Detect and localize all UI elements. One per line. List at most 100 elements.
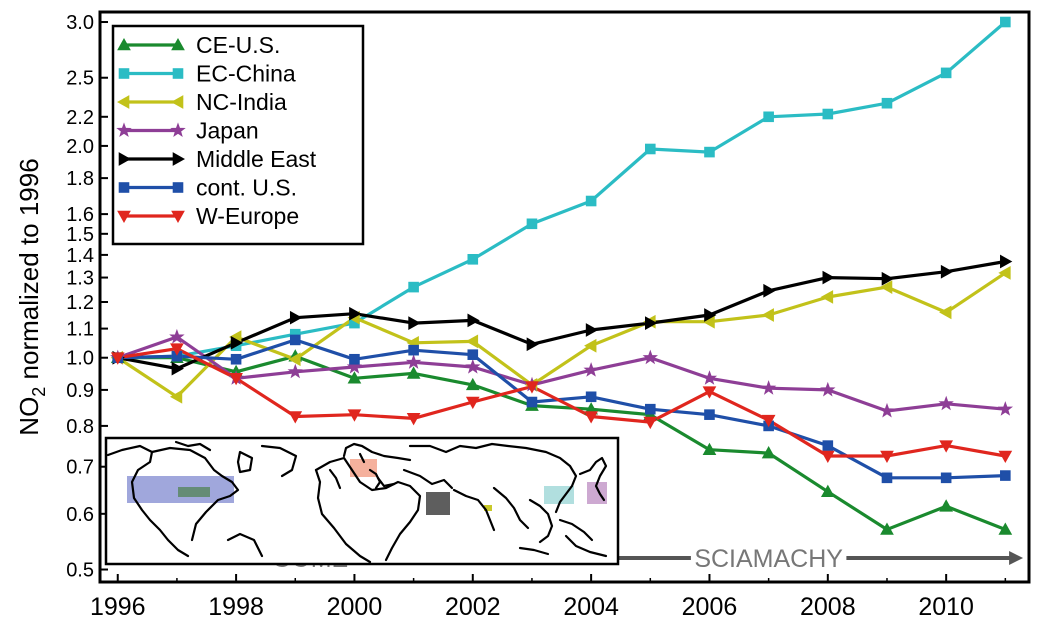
y-label-subscript: 2 (29, 387, 49, 397)
legend-label-ec-china: EC-China (196, 61, 296, 87)
series-markers (110, 16, 1014, 535)
legend-marker-ce-u-s (117, 37, 131, 51)
y-tick-label: 3.0 (66, 12, 94, 34)
point-nc-india (169, 389, 183, 404)
point-cont-u-s (704, 409, 715, 420)
point-middle-east (408, 316, 421, 330)
point-w-europe (347, 409, 362, 422)
x-tick-label: 2006 (682, 593, 738, 621)
point-japan (642, 349, 658, 365)
series-line-w-europe (117, 347, 1006, 458)
map-region-ec-china (544, 486, 574, 504)
point-japan (701, 370, 718, 385)
point-nc-india (761, 308, 774, 322)
point-cont-u-s (881, 472, 893, 484)
y-tick-label: 1.4 (66, 245, 94, 267)
point-nc-india (820, 290, 834, 304)
coastlines (106, 440, 608, 564)
point-nc-india (998, 266, 1011, 280)
point-japan (346, 358, 363, 374)
series-line-ce-u-s (117, 354, 1006, 532)
point-w-europe (170, 343, 184, 356)
point-nc-india (939, 305, 952, 320)
point-middle-east (1000, 254, 1013, 269)
point-cont-u-s (289, 334, 301, 346)
point-ec-china (940, 67, 952, 79)
point-cont-u-s (230, 353, 242, 365)
point-middle-east (230, 335, 244, 350)
y-tick-label: 0.5 (66, 560, 94, 582)
point-ec-china (408, 281, 419, 293)
y-tick-label: 1.0 (66, 348, 94, 370)
point-cont-u-s (940, 472, 952, 484)
x-tick-label: 2004 (563, 593, 619, 621)
point-middle-east (881, 271, 895, 286)
map-region-nc-india (484, 505, 492, 511)
legend-label-nc-india: NC-India (196, 89, 287, 115)
plot-frame (98, 10, 1031, 584)
point-nc-india (584, 338, 597, 353)
point-middle-east (171, 361, 184, 376)
point-middle-east (822, 270, 835, 285)
sciamachy-label: SCIAMACHY (694, 545, 843, 573)
x-tick-label: 2002 (445, 593, 501, 621)
point-middle-east (940, 264, 954, 279)
series-line-cont-u-s (117, 338, 1006, 480)
map-region-ce-us (178, 487, 210, 497)
y-label-part: NO (14, 397, 44, 436)
point-ce-u-s (465, 377, 480, 391)
legend-box (111, 24, 365, 246)
y-label-part: normalized to 1996 (14, 158, 44, 386)
series-line-middle-east (117, 259, 1006, 371)
legend-label-w-europe: W-Europe (196, 203, 299, 229)
point-japan (761, 380, 777, 395)
map-region-w-europe (350, 459, 377, 477)
series-lines (116, 20, 1007, 532)
point-japan (583, 362, 599, 377)
series-line-ec-china (117, 20, 1007, 360)
point-w-europe (229, 372, 243, 386)
point-japan (465, 358, 481, 374)
point-w-europe (761, 414, 776, 428)
point-ec-china (1000, 16, 1011, 28)
y-tick-label: 2.2 (66, 107, 94, 129)
legend-label-japan: Japan (196, 118, 259, 144)
axis-ticks: 1996 1998 2000 2002 2004 2006 2008 2010 0.5 0.6 0.… (66, 12, 1007, 621)
y-tick-label: 1.5 (66, 224, 94, 246)
y-tick-label: 1.8 (66, 168, 94, 190)
point-japan (169, 328, 185, 344)
inset-map (104, 436, 620, 566)
point-cont-u-s (644, 403, 656, 415)
point-middle-east (349, 306, 362, 321)
point-ce-u-s (880, 522, 894, 535)
point-middle-east (763, 283, 776, 298)
point-w-europe (465, 396, 480, 410)
point-middle-east (704, 308, 717, 322)
x-tick-label: 2000 (327, 593, 383, 621)
point-w-europe (939, 440, 954, 453)
point-cont-u-s (526, 396, 538, 408)
point-japan (405, 354, 422, 369)
point-middle-east (526, 337, 539, 352)
point-ce-u-s (998, 522, 1013, 535)
point-middle-east (467, 313, 480, 328)
point-japan (820, 381, 836, 397)
point-w-europe (820, 450, 835, 464)
point-ec-china (822, 108, 834, 120)
point-cont-u-s (1000, 470, 1011, 481)
legend-marker-cont-u-s (172, 182, 184, 193)
point-middle-east (289, 310, 303, 325)
legend-marker-nc-india (170, 95, 184, 109)
point-japan (997, 401, 1014, 416)
point-cont-u-s (467, 349, 479, 360)
point-nc-india (879, 280, 893, 294)
point-ec-china (881, 97, 893, 109)
legend-marker-w-europe (171, 210, 185, 224)
x-tick-label: 2008 (800, 593, 856, 621)
y-tick-label: 0.7 (66, 457, 94, 479)
point-cont-u-s (349, 353, 360, 365)
legend-label-ce-u-s: CE-U.S. (196, 32, 280, 58)
point-w-europe (110, 352, 125, 365)
y-tick-label: 2.0 (66, 136, 94, 158)
